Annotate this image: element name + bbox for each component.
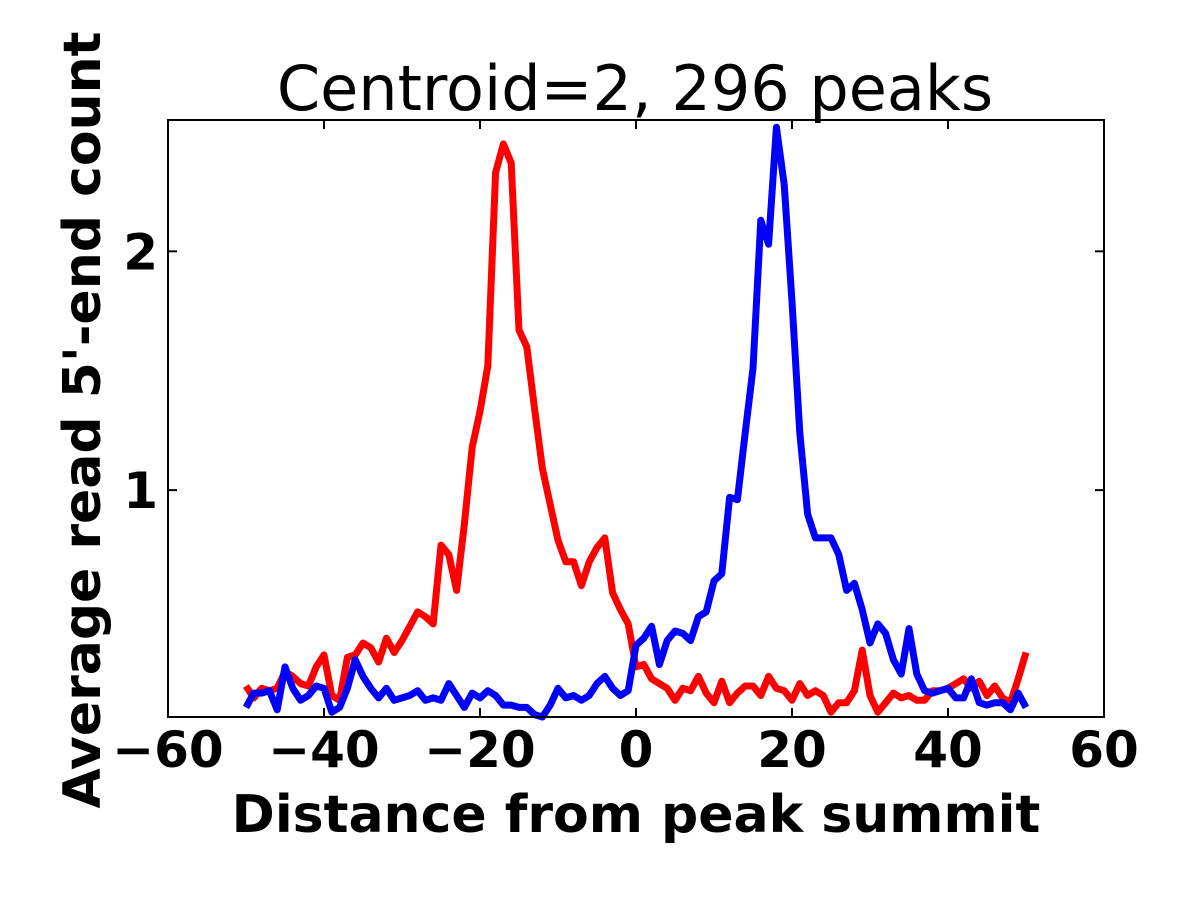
chart-title: Centroid=2, 296 peaks: [277, 52, 993, 125]
y-tick-label: 2: [123, 223, 158, 281]
series-line-2: [242, 123, 1030, 721]
x-axis-ticks: −60 −40 −20 0 20 40 60: [112, 120, 1139, 779]
x-tick-label: −20: [424, 721, 535, 779]
x-tick-label: −40: [268, 721, 379, 779]
y-tick-label: 1: [123, 462, 158, 520]
x-tick-label: 40: [913, 721, 983, 779]
x-tick-label: 0: [619, 721, 654, 779]
y-axis-ticks: 12: [123, 223, 1104, 520]
plot-frame: [167, 119, 1105, 718]
series-line-1: [243, 140, 1030, 716]
x-tick-label: −60: [112, 721, 223, 779]
y-axis-label: Average read 5'-end count: [53, 32, 113, 809]
x-tick-label: 20: [757, 721, 827, 779]
series-layer: [242, 123, 1030, 721]
x-tick-label: 60: [1069, 721, 1139, 779]
x-axis-label: Distance from peak summit: [232, 785, 1041, 845]
